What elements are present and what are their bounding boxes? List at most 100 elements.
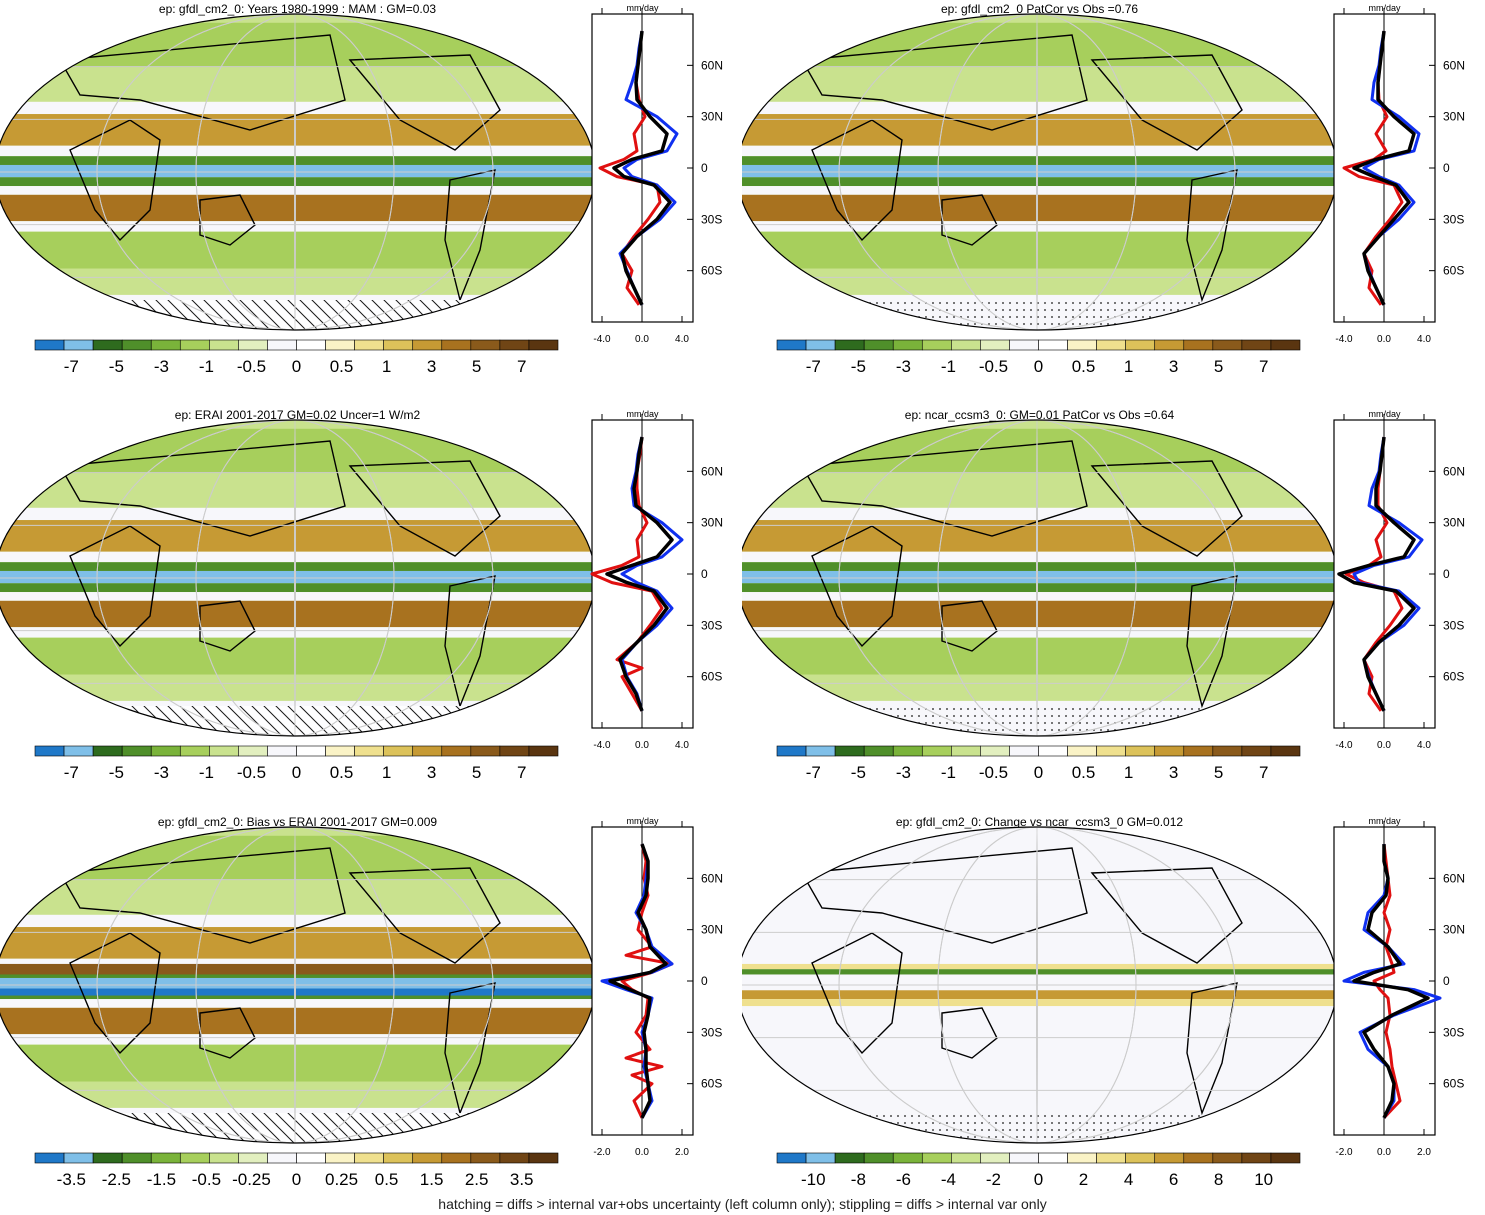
colorbar-label: 0.25 [325, 1170, 358, 1189]
continent-australia [941, 194, 998, 246]
side-plot-ytick-label: 60N [1443, 464, 1465, 478]
side-plot-xtick-label: -4.0 [1335, 740, 1353, 751]
map [742, 827, 1337, 1143]
band-polar-south [0, 268, 595, 295]
colorbar-swatch [1154, 745, 1185, 757]
colorbar-swatch [1009, 745, 1039, 757]
colorbar-swatch [296, 745, 326, 757]
side-plot-xtick-label: 0.0 [635, 740, 649, 751]
band-storm-south [0, 1044, 595, 1082]
side-plot-series [1352, 30, 1416, 306]
band-storm-south [742, 231, 1337, 269]
side-plot-ytick-label: 30S [1443, 212, 1464, 226]
graticule-lon [294, 420, 296, 736]
colorbar-label: 0.5 [1072, 763, 1096, 782]
colorbar-label: 3 [427, 357, 436, 376]
side-plot-ytick-label: 0 [1443, 161, 1450, 175]
colorbar-label: 10 [1254, 1170, 1273, 1189]
continent-north-america [348, 54, 501, 151]
chart-svg: -7 -5 -3 -1 -0.5 0 0.5 1 3 5 7 mm/day -4.0 0.0 4.0 60N 3… [742, 3, 1465, 376]
band-storm-south [0, 231, 595, 269]
colorbar-label: 0 [1034, 763, 1043, 782]
colorbar-swatch [209, 339, 239, 351]
colorbar-swatch [179, 339, 210, 351]
colorbar-swatch [412, 339, 443, 351]
graticule-lon [96, 14, 494, 330]
side-plot-xtick-label: 4.0 [1417, 740, 1431, 751]
side-plot-ytick-label: 60N [701, 464, 723, 478]
colorbar-swatch [150, 1152, 181, 1164]
band-storm-north [742, 87, 1337, 102]
colorbar-label: -1 [199, 357, 214, 376]
colorbar-swatch [892, 745, 923, 757]
band-itcz [742, 562, 1337, 571]
side-plot-xtick-label: -2.0 [1335, 1147, 1353, 1158]
panel-bottom-left: ep: gfdl_cm2_0: Bias vs ERAI 2001-2017 G… [0, 813, 742, 1193]
continent-eurasia [58, 34, 346, 131]
colorbar-swatch [834, 1152, 865, 1164]
colorbar-label: -5 [109, 763, 124, 782]
colorbar-swatch [776, 339, 807, 351]
colorbar-label: -3 [154, 357, 169, 376]
colorbar-label: 0 [292, 763, 301, 782]
band-subtropic-south-edge [742, 186, 1337, 195]
side-plot-xtick-label: 0.0 [1377, 1147, 1391, 1158]
side-plot-xtick-label: 0.0 [635, 334, 649, 345]
colorbar-swatch [951, 1152, 981, 1164]
colorbar-swatch [150, 745, 181, 757]
continent-north-america [1090, 867, 1243, 964]
colorbar-swatch [209, 1152, 239, 1164]
colorbar-swatch [238, 745, 268, 757]
colorbar-label: -0.5 [192, 1170, 221, 1189]
graticule-lon [1036, 14, 1038, 330]
band-diff-north [742, 963, 1337, 970]
continent-australia [941, 600, 998, 652]
colorbar-label: -7 [64, 357, 79, 376]
continent-africa [69, 932, 161, 1055]
colorbar-swatch [1067, 1152, 1097, 1164]
colorbar-swatch [921, 1152, 952, 1164]
map [0, 420, 595, 736]
band-subtropic-south-edge [0, 999, 595, 1008]
colorbar-swatch [1241, 745, 1272, 757]
panel-title: ep: ncar_ccsm3_0: GM=0.01 PatCor vs Obs … [904, 408, 1175, 422]
colorbar-swatch [863, 339, 894, 351]
colorbar-swatch [150, 339, 181, 351]
colorbar-swatch [1270, 745, 1301, 757]
colorbar-swatch [499, 1152, 530, 1164]
band-subtropic-south [0, 194, 595, 222]
panel-top-right: ep: gfdl_cm2_0 PatCor vs Obs =0.76 -7 -5-… [742, 0, 1485, 400]
continent-north-america [1090, 460, 1243, 557]
graticule-lon [294, 14, 296, 330]
continent-north-america [348, 867, 501, 964]
band-storm-north [742, 493, 1337, 508]
colorbar-swatch [121, 339, 152, 351]
colorbar-swatch [92, 1152, 123, 1164]
side-plot-xtick-label: 2.0 [1417, 1147, 1431, 1158]
colorbar-swatch [1183, 745, 1214, 757]
colorbar-swatch [412, 1152, 443, 1164]
colorbar-label: -7 [806, 357, 821, 376]
colorbar-swatch [441, 745, 472, 757]
colorbar-swatch [267, 339, 297, 351]
continent-australia [199, 600, 256, 652]
side-plot-ytick-label: 0 [701, 161, 708, 175]
chart-svg: -3.5 -2.5 -1.5 -0.5 -0.25 0 0.25 0.5 1.5 2.5 3.5 mm… [0, 816, 723, 1189]
colorbar-swatch [499, 339, 530, 351]
band-spcz [742, 583, 1337, 593]
band-subtropic-south [742, 600, 1337, 628]
colorbar-swatch [63, 339, 94, 351]
band-spcz [742, 177, 1337, 187]
colorbar-label: -1 [199, 763, 214, 782]
colorbar-label: 5 [1214, 357, 1223, 376]
colorbar-swatch [1270, 1152, 1301, 1164]
panel-title: ep: ERAI 2001-2017 GM=0.02 Uncer=1 W/m2 [174, 408, 421, 422]
side-plot-ytick-label: 30S [701, 1025, 722, 1039]
colorbar-label: 4 [1124, 1170, 1133, 1189]
side-plot-series [600, 843, 674, 1119]
colorbar-label: 0.5 [330, 763, 354, 782]
continent-eurasia [58, 440, 346, 537]
colorbar-label: -5 [851, 357, 866, 376]
colorbar-label: -3.5 [57, 1170, 86, 1189]
colorbar-swatch [470, 745, 501, 757]
